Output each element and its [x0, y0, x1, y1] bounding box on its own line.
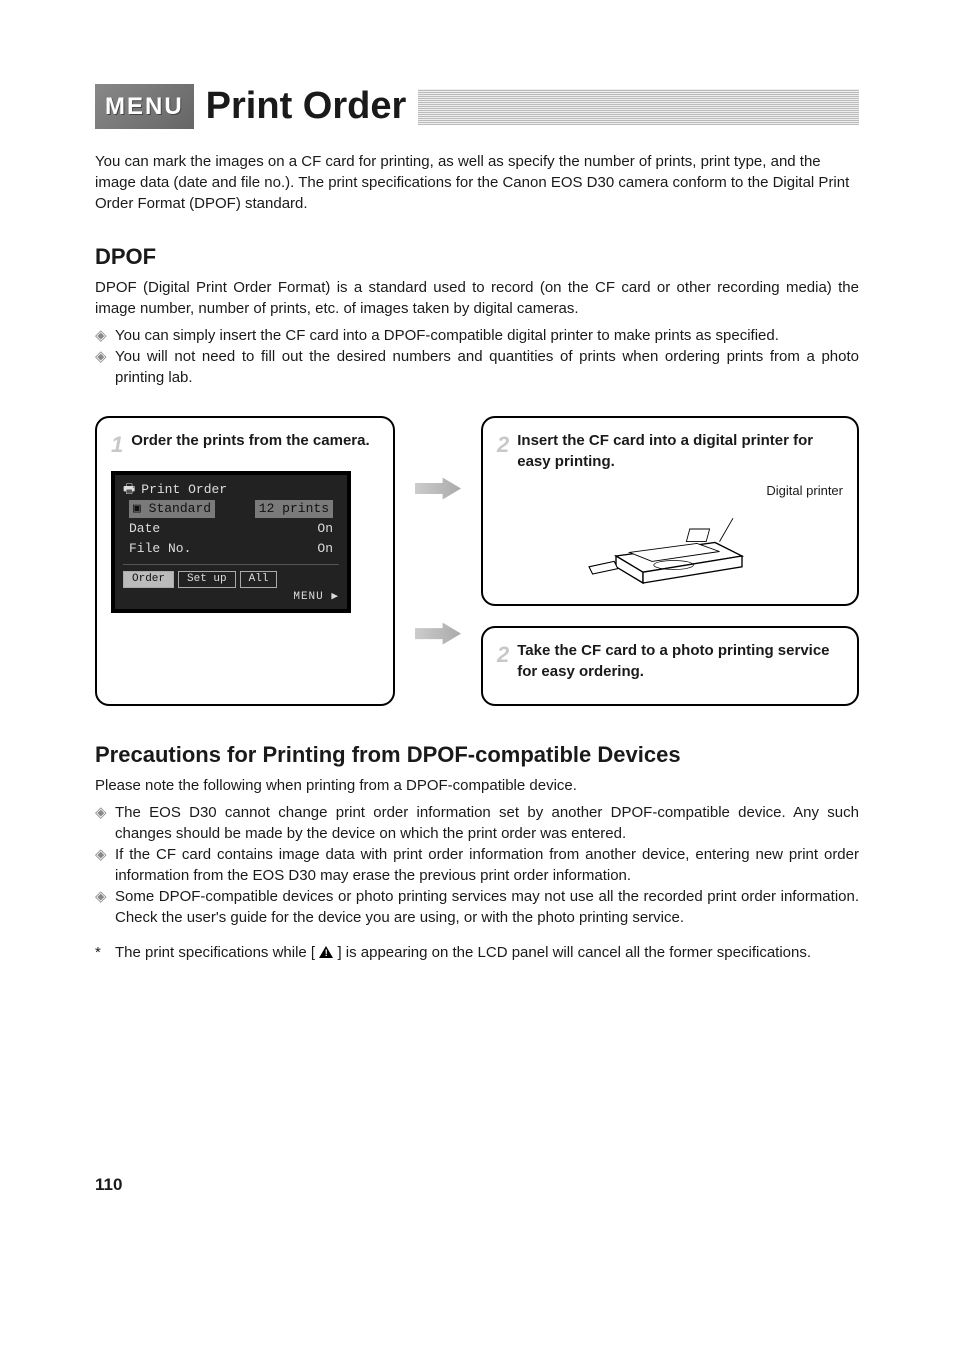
- bullet-icon: ◈: [95, 844, 107, 886]
- dpof-body: DPOF (Digital Print Order Format) is a s…: [95, 277, 859, 319]
- step1-panel: 1 Order the prints from the camera. 🖶 Pr…: [95, 416, 395, 706]
- lcd-tab-all: All: [240, 571, 278, 588]
- warning-triangle-icon: [319, 946, 333, 958]
- precautions-bullet-text: If the CF card contains image data with …: [115, 844, 859, 886]
- step2b-text: Take the CF card to a photo printing ser…: [517, 640, 843, 682]
- asterisk-icon: *: [95, 942, 107, 963]
- dpof-bullet: ◈ You will not need to fill out the desi…: [95, 346, 859, 388]
- precautions-bullet: ◈ The EOS D30 cannot change print order …: [95, 802, 859, 844]
- bullet-icon: ◈: [95, 802, 107, 844]
- printer-label: Digital printer: [766, 482, 843, 500]
- step2b-number: 2: [497, 640, 509, 682]
- step2a-text: Insert the CF card into a digital printe…: [517, 430, 843, 472]
- footnote: * The print specifications while [ ] is …: [95, 942, 859, 963]
- footnote-pre: The print specifications while [: [115, 944, 319, 961]
- lcd-date-value: On: [317, 520, 333, 538]
- printer-illustration: [575, 502, 765, 592]
- lcd-tab-setup: Set up: [178, 571, 236, 588]
- precautions-bullet: ◈ If the CF card contains image data wit…: [95, 844, 859, 886]
- step2a-panel: 2 Insert the CF card into a digital prin…: [481, 416, 859, 606]
- dpof-heading: DPOF: [95, 242, 859, 273]
- lcd-footer: MENU ▶: [123, 590, 339, 605]
- dpof-bullet-text: You can simply insert the CF card into a…: [115, 325, 859, 346]
- footnote-post: ] is appearing on the LCD panel will can…: [337, 944, 811, 961]
- lcd-date-label: Date: [129, 520, 160, 538]
- menu-badge: MENU: [95, 84, 194, 130]
- lcd-type-label: ▣ Standard: [129, 500, 215, 518]
- precautions-bullet-text: The EOS D30 cannot change print order in…: [115, 802, 859, 844]
- arrow-right-icon: [415, 623, 461, 645]
- precautions-bullet: ◈ Some DPOF-compatible devices or photo …: [95, 886, 859, 928]
- precautions-heading: Precautions for Printing from DPOF-compa…: [95, 740, 859, 771]
- dpof-bullet-text: You will not need to fill out the desire…: [115, 346, 859, 388]
- print-icon: 🖶: [123, 481, 135, 499]
- lcd-file-label: File No.: [129, 540, 191, 558]
- lcd-file-value: On: [317, 540, 333, 558]
- precautions-lead: Please note the following when printing …: [95, 775, 859, 796]
- camera-lcd: 🖶 Print Order ▣ Standard 12 prints Date …: [111, 471, 351, 614]
- step1-number: 1: [111, 430, 123, 461]
- title-row: MENU Print Order: [95, 80, 859, 133]
- intro-paragraph: You can mark the images on a CF card for…: [95, 151, 859, 214]
- precautions-bullet-text: Some DPOF-compatible devices or photo pr…: [115, 886, 859, 928]
- bullet-icon: ◈: [95, 346, 107, 388]
- dpof-bullet: ◈ You can simply insert the CF card into…: [95, 325, 859, 346]
- title-decor-bar: [418, 89, 859, 125]
- page-title: Print Order: [206, 80, 407, 133]
- lcd-tab-order: Order: [123, 571, 174, 588]
- lcd-type-value: 12 prints: [255, 500, 333, 518]
- dpof-section: DPOF DPOF (Digital Print Order Format) i…: [95, 242, 859, 388]
- lcd-title: Print Order: [141, 481, 227, 499]
- bullet-icon: ◈: [95, 325, 107, 346]
- precautions-section: Precautions for Printing from DPOF-compa…: [95, 740, 859, 963]
- step2b-panel: 2 Take the CF card to a photo printing s…: [481, 626, 859, 706]
- workflow-diagram: 1 Order the prints from the camera. 🖶 Pr…: [95, 416, 859, 706]
- arrow-right-icon: [415, 478, 461, 500]
- step2a-number: 2: [497, 430, 509, 472]
- page-number: 110: [95, 1173, 859, 1197]
- step1-text: Order the prints from the camera.: [131, 430, 369, 461]
- bullet-icon: ◈: [95, 886, 107, 928]
